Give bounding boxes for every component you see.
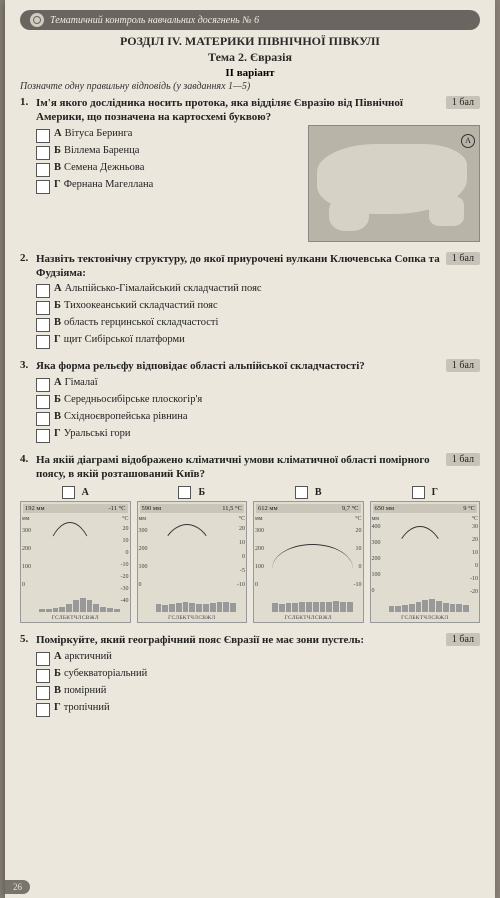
q3-number: 3.	[20, 359, 36, 371]
q1-score: 1 бал	[446, 96, 480, 109]
q1-text: Ім'я якого дослідника носить протока, як…	[36, 96, 440, 125]
q3-text: Яка форма рельєфу відповідає області аль…	[36, 359, 440, 373]
globe-icon	[30, 13, 44, 27]
q1-opt-d[interactable]: ГФернана Магеллана	[36, 179, 302, 194]
checkbox-icon[interactable]	[36, 669, 50, 683]
checkbox-icon[interactable]	[36, 378, 50, 392]
checkbox-icon[interactable]	[36, 395, 50, 409]
q5-options: Аарктичний Бсубекваторіальний Впомірний …	[36, 651, 480, 717]
map-marker-a: А	[461, 134, 475, 148]
q2-score: 1 бал	[446, 252, 480, 265]
checkbox-icon[interactable]	[36, 318, 50, 332]
variant-label: II варіант	[20, 67, 480, 79]
q2-opt-a[interactable]: ААльпійсько-Гімалайський складчастий поя…	[36, 283, 480, 298]
checkbox-icon[interactable]	[178, 486, 191, 499]
climate-chart-a: 192 мм-11 °C мм °C 300 200 100 0 20 10 0…	[20, 501, 131, 623]
checkbox-icon[interactable]	[36, 652, 50, 666]
q2-number: 2.	[20, 252, 36, 264]
section-title-1: РОЗДІЛ IV. МАТЕРИКИ ПІВНІЧНОЇ ПІВКУЛІ	[20, 34, 480, 50]
q3-opt-c[interactable]: ВСхідноєвропейська рівнина	[36, 411, 480, 426]
diagram-b: Б 590 мм11,5 °C мм °C 300 200 100 0 20 1…	[137, 485, 248, 623]
q3-options: АГімалаї БСередньосибірське плоскогір'я …	[36, 377, 480, 443]
q1-number: 1.	[20, 96, 36, 108]
diagram-c: В 612 мм9,7 °C мм °C 300 200 100 0 20 10…	[253, 485, 364, 623]
checkbox-icon[interactable]	[36, 686, 50, 700]
checkbox-icon[interactable]	[62, 486, 75, 499]
eurasia-map: А	[308, 125, 480, 242]
diagram-d: Г 650 мм9 °C мм °C 400 300 200 100 0 30 …	[370, 485, 481, 623]
diagram-a: А 192 мм-11 °C мм °C 300 200 100 0 20 10…	[20, 485, 131, 623]
checkbox-icon[interactable]	[295, 486, 308, 499]
q5-opt-d[interactable]: Гтропічний	[36, 702, 480, 717]
checkbox-icon[interactable]	[36, 180, 50, 194]
q2-opt-c[interactable]: Вобласть герцинської складчастості	[36, 317, 480, 332]
q5-opt-a[interactable]: Аарктичний	[36, 651, 480, 666]
checkbox-icon[interactable]	[36, 429, 50, 443]
question-2: 2. Назвіть тектонічну структуру, до якої…	[20, 252, 480, 350]
checkbox-icon[interactable]	[412, 486, 425, 499]
climate-chart-d: 650 мм9 °C мм °C 400 300 200 100 0 30 20…	[370, 501, 481, 623]
page: Тематичний контроль навчальних досягнень…	[5, 0, 495, 898]
q5-opt-b[interactable]: Бсубекваторіальний	[36, 668, 480, 683]
q5-opt-c[interactable]: Впомірний	[36, 685, 480, 700]
q1-options: АВітуса Беринга БВіллема Баренца ВСемена…	[36, 128, 302, 194]
checkbox-icon[interactable]	[36, 129, 50, 143]
q5-text: Поміркуйте, який географічний пояс Євраз…	[36, 633, 440, 647]
q1-opt-c[interactable]: ВСемена Дежньова	[36, 162, 302, 177]
q3-opt-d[interactable]: ГУральські гори	[36, 428, 480, 443]
q4-number: 4.	[20, 453, 36, 465]
checkbox-icon[interactable]	[36, 335, 50, 349]
instruction: Позначте одну правильну відповідь (у зав…	[20, 81, 480, 92]
question-3: 3. Яка форма рельєфу відповідає області …	[20, 359, 480, 442]
checkbox-icon[interactable]	[36, 284, 50, 298]
climate-chart-c: 612 мм9,7 °C мм °C 300 200 100 0 20 10 0…	[253, 501, 364, 623]
question-4: 4. На якій діаграмі відображено кліматич…	[20, 453, 480, 624]
q2-opt-d[interactable]: Гщит Сибірської платформи	[36, 334, 480, 349]
q2-opt-b[interactable]: БТихоокеанський складчастий пояс	[36, 300, 480, 315]
q4-score: 1 бал	[446, 453, 480, 466]
question-1: 1. Ім'я якого дослідника носить протока,…	[20, 96, 480, 242]
q4-text: На якій діаграмі відображено кліматичні …	[36, 453, 440, 482]
q4-diagrams: А 192 мм-11 °C мм °C 300 200 100 0 20 10…	[20, 485, 480, 623]
question-5: 5. Поміркуйте, який географічний пояс Єв…	[20, 633, 480, 716]
q1-opt-b[interactable]: БВіллема Баренца	[36, 145, 302, 160]
q1-opt-a[interactable]: АВітуса Беринга	[36, 128, 302, 143]
q5-number: 5.	[20, 633, 36, 645]
q2-text: Назвіть тектонічну структуру, до якої пр…	[36, 252, 440, 281]
checkbox-icon[interactable]	[36, 146, 50, 160]
q3-opt-b[interactable]: БСередньосибірське плоскогір'я	[36, 394, 480, 409]
page-number: 26	[5, 880, 30, 894]
banner-text: Тематичний контроль навчальних досягнень…	[50, 15, 259, 26]
checkbox-icon[interactable]	[36, 163, 50, 177]
section-title-2: Тема 2. Євразія	[20, 50, 480, 66]
q2-options: ААльпійсько-Гімалайський складчастий поя…	[36, 283, 480, 349]
climate-chart-b: 590 мм11,5 °C мм °C 300 200 100 0 20 10 …	[137, 501, 248, 623]
checkbox-icon[interactable]	[36, 703, 50, 717]
q3-score: 1 бал	[446, 359, 480, 372]
header-banner: Тематичний контроль навчальних досягнень…	[20, 10, 480, 30]
q5-score: 1 бал	[446, 633, 480, 646]
q3-opt-a[interactable]: АГімалаї	[36, 377, 480, 392]
checkbox-icon[interactable]	[36, 301, 50, 315]
checkbox-icon[interactable]	[36, 412, 50, 426]
